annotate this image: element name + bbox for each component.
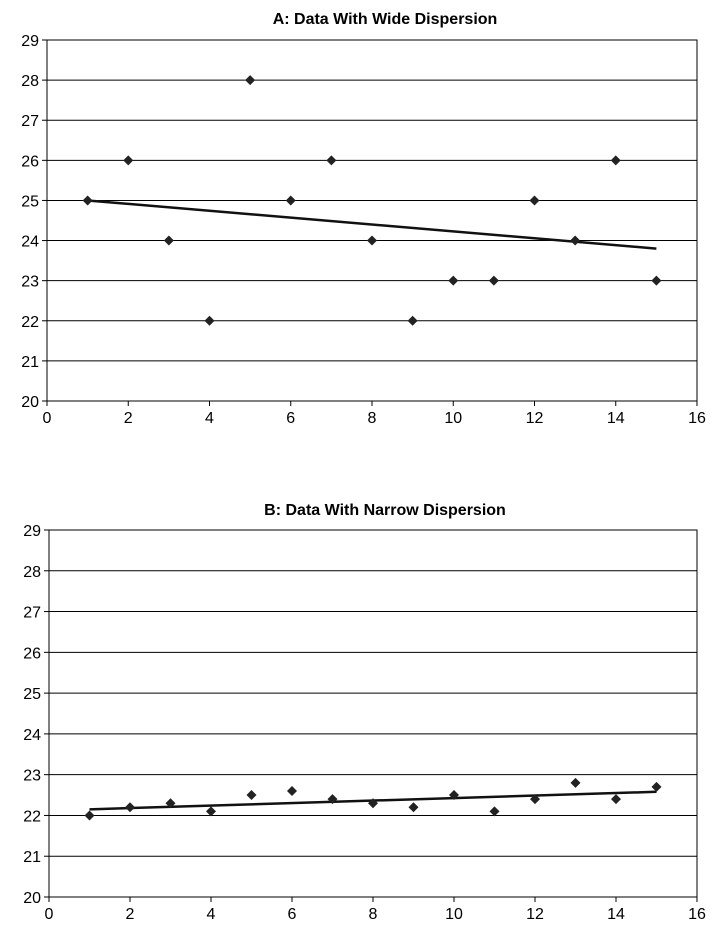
chart-b-xtick-label: 10 — [445, 906, 463, 923]
chart-b-data-point — [84, 810, 95, 821]
chart-a-ytick-label: 23 — [21, 274, 39, 291]
chart-a-xtick-label: 6 — [286, 410, 295, 427]
chart-a-data-point — [163, 235, 174, 246]
chart-a-xtick-label: 2 — [124, 410, 133, 427]
chart-a-xtick-label: 8 — [368, 410, 377, 427]
chart-a-data-point — [326, 155, 337, 166]
chart-a-ytick-label: 22 — [21, 314, 39, 331]
chart-b-data-point — [651, 781, 662, 792]
chart-a-ytick-label: 28 — [21, 73, 39, 90]
chart-b-title: B: Data With Narrow Dispersion — [264, 502, 506, 519]
chart-a-data-point — [651, 275, 662, 286]
chart-b-xtick-label: 6 — [288, 906, 297, 923]
chart-a-data-point — [245, 75, 256, 86]
chart-b-ytick-label: 25 — [23, 686, 41, 703]
chart-b-data-point — [368, 798, 378, 809]
chart-a-ytick-label: 27 — [21, 113, 39, 130]
chart-b-ytick-label: 22 — [23, 808, 41, 825]
chart-b-data-point — [125, 802, 135, 813]
chart-b-data-point — [206, 806, 216, 817]
chart-a-xtick-label: 0 — [43, 410, 52, 427]
chart-a-data-point — [570, 235, 581, 246]
chart-b-plot-frame — [48, 529, 698, 898]
chart-a-data-point — [82, 195, 93, 206]
chart-b-ytick-label: 20 — [23, 890, 41, 907]
chart-a-data-point — [448, 275, 459, 286]
chart-a-title: A: Data With Wide Dispersion — [273, 11, 498, 28]
chart-a-xtick-label: 4 — [205, 410, 214, 427]
chart-a-ytick-label: 21 — [21, 354, 39, 371]
chart-a: A: Data With Wide Dispersion 20 21 22 23 24 2… — [0, 0, 712, 440]
chart-a-data-point — [529, 195, 540, 206]
chart-a-xtick-label: 16 — [688, 410, 706, 427]
chart-b-svg: B: Data With Narrow Dispersion 202122232… — [23, 502, 706, 923]
chart-b-data-point — [489, 806, 500, 817]
chart-a-data-point — [285, 195, 296, 206]
chart-b-ytick-label: 21 — [23, 849, 41, 866]
chart-a-ytick-label: 26 — [21, 153, 39, 170]
chart-a-svg: A: Data With Wide Dispersion 20212223242… — [21, 11, 706, 427]
chart-b-xtick-label: 2 — [126, 906, 135, 923]
chart-b-data-point — [246, 790, 257, 801]
chart-a-data-point — [367, 235, 377, 246]
chart-b-data-point — [449, 790, 459, 801]
chart-a-plot-frame — [46, 39, 698, 402]
chart-a-ytick-label: 29 — [21, 33, 39, 50]
chart-a-trendline — [87, 199, 657, 250]
chart-a-ytick-label: 25 — [21, 193, 39, 210]
chart-b: B: Data With Narrow Dispersion 20 21 22 23 2… — [0, 470, 712, 941]
chart-b-ytick-label: 26 — [23, 645, 41, 662]
chart-b-xtick-label: 8 — [369, 906, 378, 923]
chart-b-xtick-label: 14 — [607, 906, 625, 923]
chart-a-xtick-label: 10 — [444, 410, 462, 427]
chart-b-data-point — [408, 802, 419, 813]
chart-b-ytick-label: 23 — [23, 768, 41, 785]
chart-a-xtick-label: 14 — [607, 410, 625, 427]
chart-b-data-point — [287, 785, 297, 796]
chart-b-xtick-label: 4 — [207, 906, 216, 923]
chart-a-data-point — [488, 275, 499, 286]
chart-b-data-point — [165, 798, 176, 809]
chart-a-data-point — [204, 315, 215, 326]
chart-a-data-point — [610, 155, 621, 166]
chart-b-ytick-label: 29 — [23, 523, 41, 540]
chart-b-xtick-label: 12 — [526, 906, 544, 923]
chart-a-xtick-label: 12 — [526, 410, 544, 427]
chart-b-data-point — [611, 794, 621, 805]
chart-b-data-point — [570, 777, 581, 788]
chart-b-data-point — [327, 794, 338, 805]
chart-b-data-point — [530, 794, 540, 805]
chart-b-ytick-label: 28 — [23, 564, 41, 581]
chart-b-ytick-label: 27 — [23, 605, 41, 622]
chart-b-xtick-label: 16 — [688, 906, 706, 923]
chart-b-xtick-label: 0 — [45, 906, 54, 923]
chart-b-ytick-label: 24 — [23, 727, 41, 744]
chart-a-data-point — [407, 315, 418, 326]
chart-a-ytick-label: 24 — [21, 234, 39, 251]
chart-a-data-point — [123, 155, 134, 166]
chart-a-ytick-label: 20 — [21, 394, 39, 411]
